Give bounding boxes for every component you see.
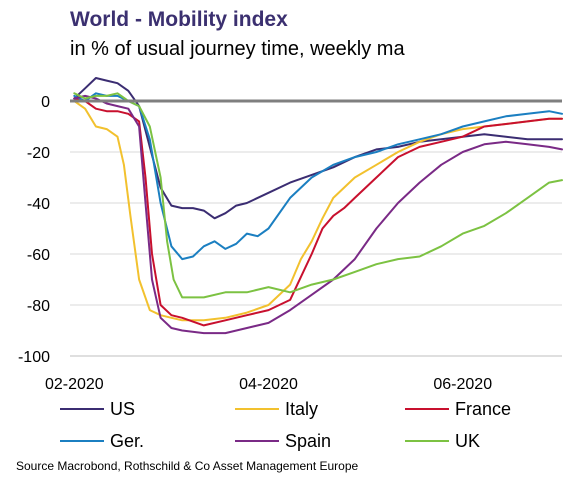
legend-swatch-spain <box>235 440 279 442</box>
y-tick-label: -100 <box>18 349 50 366</box>
x-tick-label: 02-2020 <box>45 376 104 393</box>
source-note: Source Macrobond, Rothschild & Co Asset … <box>16 459 359 473</box>
series-line-spain <box>73 94 563 335</box>
x-tick-label: 06-2020 <box>433 376 492 393</box>
x-tick-label: 04-2020 <box>239 376 298 393</box>
legend-label-italy: Italy <box>285 398 319 419</box>
legend-label-us: US <box>110 398 136 419</box>
legend-item-france: France <box>405 398 511 420</box>
chart-title: World - Mobility index <box>70 8 288 31</box>
legend-item-spain: Spain <box>235 430 331 452</box>
y-tick-label: 0 <box>41 94 50 111</box>
legend-swatch-france <box>405 408 449 410</box>
legend-swatch-uk <box>405 440 449 442</box>
legend-swatch-italy <box>235 408 279 410</box>
legend-label-france: France <box>455 398 512 419</box>
mobility-line-chart: 0 -20 -40 -60 -80 -100 02-2020 04-2020 06-2020 <box>18 77 563 393</box>
legend-item-us: US <box>60 398 135 420</box>
chart-subtitle: in % of usual journey time, weekly ma <box>70 38 405 60</box>
series-layer <box>73 77 563 335</box>
legend-item-uk: UK <box>405 430 480 452</box>
series-line-italy <box>73 100 563 322</box>
y-tick-label: -20 <box>27 145 50 162</box>
legend-label-uk: UK <box>455 430 481 451</box>
legend-label-spain: Spain <box>285 430 332 451</box>
series-line-france <box>73 97 563 327</box>
y-tick-label: -80 <box>27 298 50 315</box>
legend-item-italy: Italy <box>235 398 318 420</box>
axis-layer: 0 -20 -40 -60 -80 -100 02-2020 04-2020 06-2020 <box>18 94 562 393</box>
legend-swatch-us <box>60 408 104 410</box>
legend-label-ger: Ger. <box>110 430 145 451</box>
y-tick-label: -60 <box>27 247 50 264</box>
y-tick-label: -40 <box>27 196 50 213</box>
legend-item-ger: Ger. <box>60 430 144 452</box>
legend-swatch-ger <box>60 440 104 442</box>
